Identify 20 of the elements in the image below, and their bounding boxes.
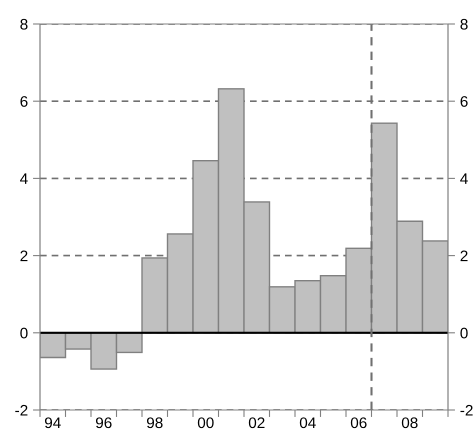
- x-tick-label: 96: [96, 417, 112, 428]
- x-tick-label: 98: [146, 417, 163, 428]
- x-tick-label: 04: [300, 417, 316, 428]
- x-tick-label: 06: [350, 417, 367, 428]
- x-tick-label: 00: [198, 417, 214, 428]
- y-tick-label: -2: [15, 404, 28, 416]
- y-tick-label: 4: [20, 173, 28, 184]
- y2-tick-label: 8: [460, 18, 468, 30]
- x-tick-label: 94: [44, 417, 61, 428]
- y2-tick-label: 2: [460, 250, 468, 262]
- x-tick-label: 08: [402, 417, 418, 428]
- y-tick-label: 2: [20, 250, 28, 262]
- y2-tick-label: 6: [460, 96, 468, 107]
- y-tick-label: 8: [20, 18, 28, 30]
- y2-tick-label: -2: [460, 404, 473, 416]
- y-tick-label: 0: [20, 328, 28, 338]
- y2-tick-label: 0: [460, 328, 468, 338]
- y2-tick-label: 4: [460, 173, 468, 184]
- x-tick-label: 02: [248, 417, 264, 428]
- y-tick-label: 6: [20, 96, 28, 107]
